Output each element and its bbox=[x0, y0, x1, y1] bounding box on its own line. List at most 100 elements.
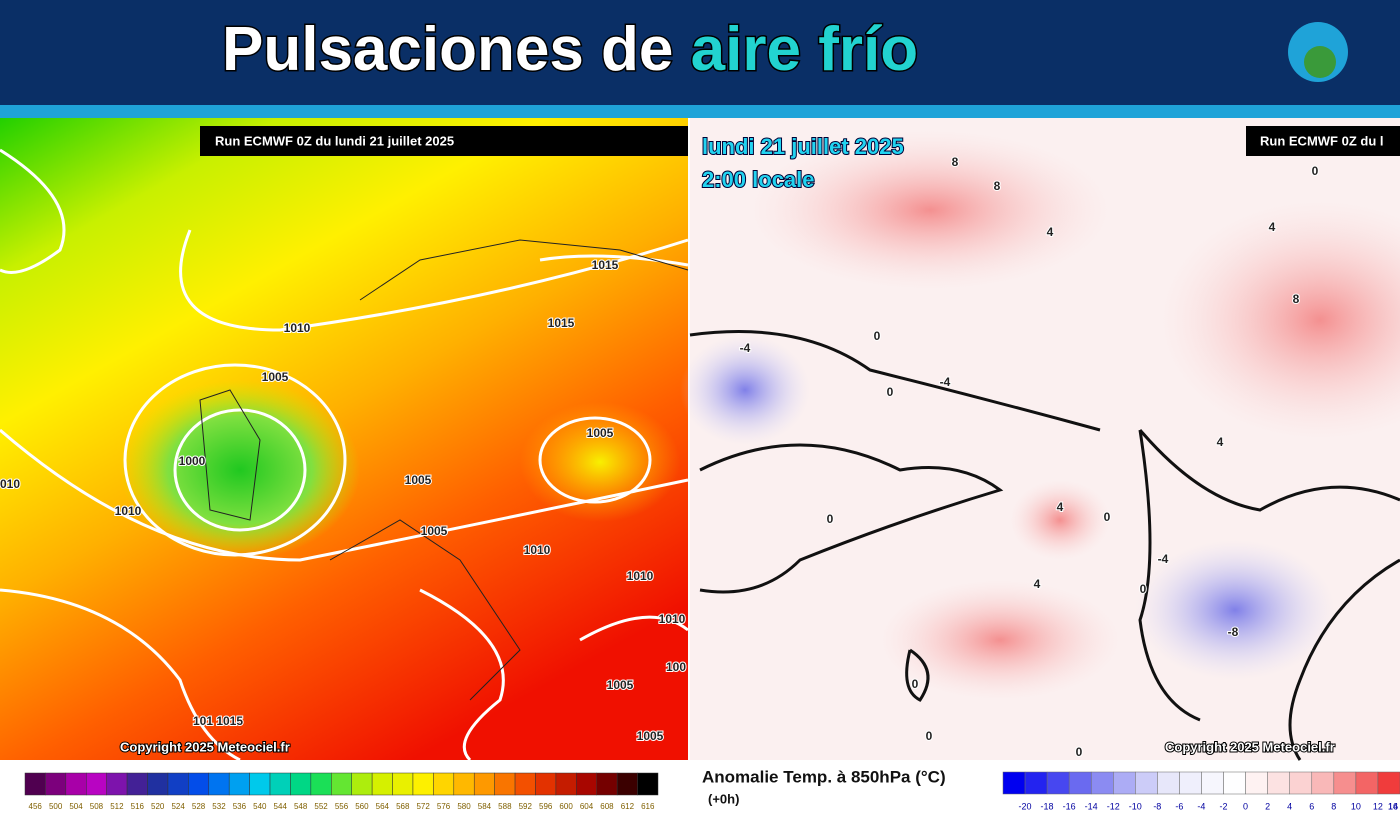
scale-swatch bbox=[1157, 771, 1180, 795]
scale-swatch bbox=[616, 772, 638, 796]
contour-label: 8 bbox=[952, 155, 959, 169]
scale-swatch bbox=[208, 772, 230, 796]
scale-label: 540 bbox=[253, 802, 267, 811]
scale-label: 2 bbox=[1265, 801, 1270, 811]
isobar-label: 1005 bbox=[607, 678, 634, 692]
scale-swatch bbox=[24, 772, 46, 796]
contour-label: -4 bbox=[1158, 552, 1169, 566]
legend-subtitle: (+0h) bbox=[708, 791, 739, 806]
scale-label: 532 bbox=[212, 802, 226, 811]
scale-label: 12 bbox=[1373, 801, 1383, 811]
logo bbox=[1288, 22, 1348, 82]
scale-swatch bbox=[555, 772, 577, 796]
scale-swatch bbox=[1113, 771, 1136, 795]
contour-label: 0 bbox=[1104, 510, 1111, 524]
right-map: Run ECMWF 0Z du l lundi 21 juillet 2025 … bbox=[680, 118, 1400, 761]
scale-label: 10 bbox=[1351, 801, 1361, 811]
date-label: lundi 21 juillet 2025 bbox=[702, 134, 904, 159]
scale-swatch bbox=[433, 772, 455, 796]
scale-swatch bbox=[473, 772, 495, 796]
contour-label: 4 bbox=[1034, 577, 1041, 591]
scale-swatch bbox=[45, 772, 67, 796]
isobar-label: 101 1015 bbox=[193, 714, 243, 728]
isobar-label: 1005 bbox=[262, 370, 289, 384]
contour-label: 4 bbox=[1047, 225, 1054, 239]
title-part: Pulsaciones de bbox=[222, 15, 673, 84]
scale-swatch bbox=[1090, 771, 1114, 795]
scale-swatch bbox=[1135, 771, 1158, 795]
scale-swatch bbox=[290, 772, 312, 796]
header-bg bbox=[0, 0, 1400, 105]
scale-label: -2 bbox=[1219, 801, 1227, 811]
legend-title: Anomalie Temp. à 850hPa (°C) bbox=[702, 767, 946, 786]
scale-label: 552 bbox=[314, 802, 328, 811]
scale-label: 580 bbox=[457, 802, 471, 811]
scale-swatch bbox=[1245, 771, 1268, 795]
contour-label: 8 bbox=[994, 179, 1001, 193]
contour-label: 0 bbox=[827, 512, 834, 526]
scale-swatch bbox=[1024, 771, 1048, 795]
isobar-label: 1005 bbox=[421, 524, 448, 538]
scale-swatch bbox=[228, 772, 250, 796]
scale-label: 560 bbox=[355, 802, 369, 811]
scale-swatch bbox=[576, 772, 597, 796]
scale-label: 596 bbox=[539, 802, 553, 811]
scale-label: 548 bbox=[294, 802, 308, 811]
contour-label: 4 bbox=[1057, 500, 1064, 514]
scale-label: 520 bbox=[151, 802, 165, 811]
scale-swatch bbox=[1289, 771, 1313, 795]
scale-label: 524 bbox=[171, 802, 185, 811]
isobar-label: 1005 bbox=[587, 426, 614, 440]
scale-swatch bbox=[249, 772, 271, 796]
scale-label: -12 bbox=[1107, 801, 1120, 811]
scale-label: 600 bbox=[559, 802, 573, 811]
contour-label: 4 bbox=[1269, 220, 1276, 234]
scale-label: -20 bbox=[1018, 801, 1031, 811]
scale-label: 4 bbox=[1287, 801, 1292, 811]
scale-label: 500 bbox=[49, 802, 63, 811]
header-band bbox=[0, 105, 1400, 118]
scale-label: 544 bbox=[274, 802, 288, 811]
run-label: Run ECMWF 0Z du l bbox=[1260, 133, 1383, 148]
scale-swatch bbox=[106, 772, 128, 796]
left-map: Run ECMWF 0Z du lundi 21 juillet 2025 Co… bbox=[0, 118, 689, 762]
scale-label: 576 bbox=[437, 802, 451, 811]
scale-swatch bbox=[310, 772, 332, 796]
scale-swatch bbox=[392, 772, 414, 796]
scale-swatch bbox=[351, 772, 373, 796]
isobar-label: 1005 bbox=[637, 729, 664, 743]
copyright: Copyright 2025 Meteociel.fr bbox=[120, 739, 290, 754]
time-label: 2:00 locale bbox=[702, 167, 815, 192]
scale-swatch bbox=[65, 772, 87, 796]
isobar-label: 1010 bbox=[284, 321, 311, 335]
scale-swatch bbox=[147, 772, 169, 796]
scale-label: 536 bbox=[233, 802, 247, 811]
scale-label: -18 bbox=[1041, 801, 1054, 811]
scale-label: 504 bbox=[69, 802, 83, 811]
scale-label: 456 bbox=[29, 802, 43, 811]
scale-label: 516 bbox=[131, 802, 145, 811]
contour-label: 0 bbox=[1140, 582, 1147, 596]
scale-label: 608 bbox=[600, 802, 614, 811]
scale-swatch bbox=[86, 772, 107, 796]
scale-swatch bbox=[535, 772, 557, 796]
scale-label: 568 bbox=[396, 802, 410, 811]
scale-label: -8 bbox=[1153, 801, 1161, 811]
scale-swatch bbox=[371, 772, 393, 796]
contour-label: 8 bbox=[1293, 292, 1300, 306]
isobar-label: 1010 bbox=[524, 543, 551, 557]
scale-swatch bbox=[637, 772, 659, 796]
isobar-label: 1000 bbox=[179, 454, 206, 468]
contour-label: 0 bbox=[887, 385, 894, 399]
contour-label: 0 bbox=[1076, 745, 1083, 759]
scale-label: 612 bbox=[621, 802, 635, 811]
isobar-label: 1010 bbox=[115, 504, 142, 518]
title: Pulsaciones de aire frío bbox=[222, 15, 918, 84]
scale-swatch bbox=[453, 772, 475, 796]
scale-label: -10 bbox=[1129, 801, 1142, 811]
scale-label: 512 bbox=[110, 802, 124, 811]
scale-label: 6 bbox=[1309, 801, 1314, 811]
scale-swatch bbox=[188, 772, 210, 796]
contour-label: 0 bbox=[874, 329, 881, 343]
